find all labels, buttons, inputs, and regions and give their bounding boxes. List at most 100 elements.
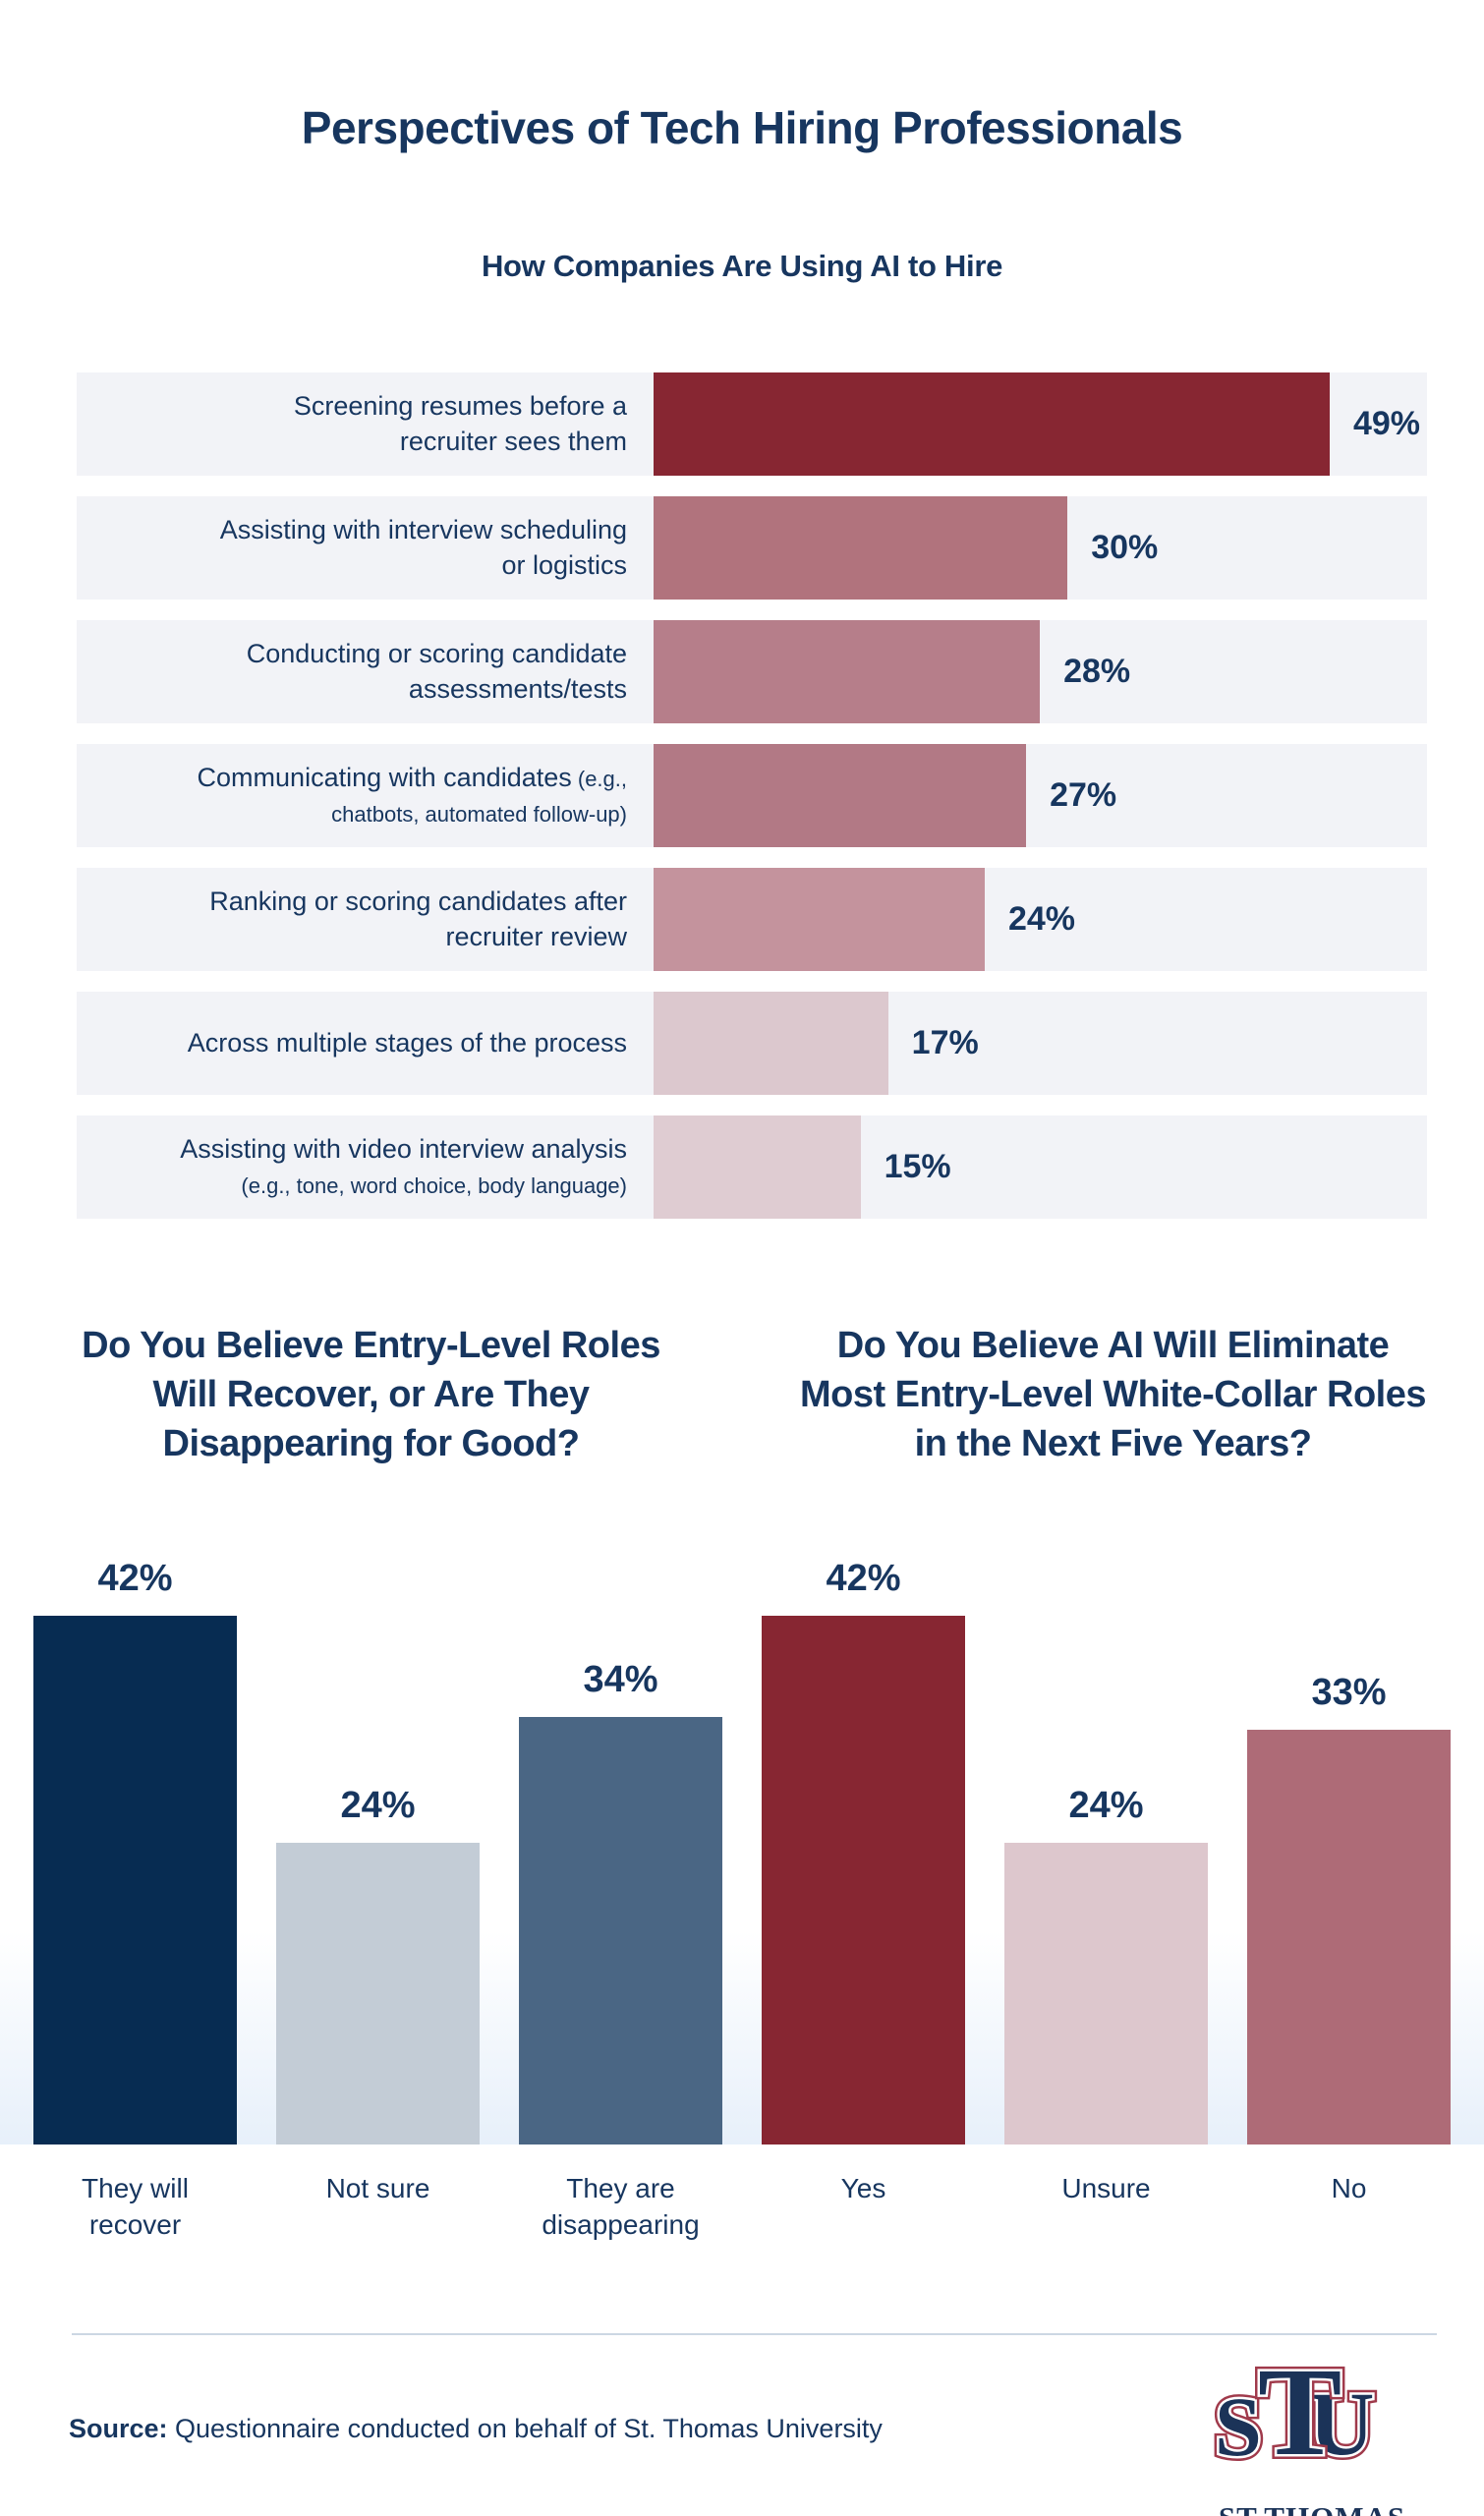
hbar-value-label: 15% bbox=[884, 1148, 951, 1185]
x-axis-label-line: disappearing bbox=[542, 2209, 700, 2240]
hbar-row-label: Assisting with video interview analysis … bbox=[77, 1115, 627, 1219]
vchart-plot-area: 42% 24% 34% 42% 24% 33% bbox=[0, 1553, 1484, 2144]
hbar-row-label: Across multiple stages of the process bbox=[77, 992, 627, 1095]
logo-name: ST.THOMAS bbox=[1209, 2500, 1415, 2516]
hbar-row: Assisting with interview scheduling or l… bbox=[77, 496, 1427, 600]
hbar-label-text: Ranking or scoring candidates after bbox=[209, 886, 627, 916]
x-axis-label-line: recover bbox=[88, 2209, 182, 2240]
hbar-label-text-small: (e.g., tone, word choice, body language) bbox=[241, 1172, 627, 1198]
hbar-zone: 24% bbox=[654, 868, 1427, 971]
vchart-titles: Do You Believe Entry-Level Roles Will Re… bbox=[0, 1321, 1484, 1468]
vchart-title-right: Do You Believe AI Will Eliminate Most En… bbox=[742, 1321, 1484, 1468]
x-axis-label: Not sure bbox=[276, 2170, 480, 2243]
x-axis-label: No bbox=[1247, 2170, 1451, 2243]
hbar-label-text-small: (e.g., bbox=[571, 766, 627, 791]
hbar-zone: 30% bbox=[654, 496, 1427, 600]
hbar-label-text: Conducting or scoring candidate bbox=[246, 638, 627, 668]
source-text: Questionnaire conducted on behalf of St.… bbox=[167, 2414, 883, 2443]
x-axis-label: They are disappearing bbox=[519, 2170, 722, 2243]
hbar-chart-title: How Companies Are Using AI to Hire bbox=[481, 249, 1003, 283]
vbar-bar bbox=[33, 1616, 237, 2144]
hbar-row: Ranking or scoring candidates after recr… bbox=[77, 868, 1427, 971]
hbar-value-label: 30% bbox=[1091, 529, 1159, 566]
vchart-gradient-backdrop bbox=[0, 1931, 1484, 2144]
vchart-title-line: Disappearing for Good? bbox=[162, 1423, 580, 1464]
hbar-label-line: Screening resumes before a bbox=[294, 389, 627, 425]
vbar-column: 24% bbox=[1004, 1785, 1208, 2144]
x-axis-label-line: Not sure bbox=[325, 2173, 430, 2203]
vbar-bar bbox=[519, 1716, 722, 2144]
hbar-label-text: or logistics bbox=[501, 549, 627, 580]
hbar-bar bbox=[654, 1115, 861, 1219]
hbar-bar bbox=[654, 992, 888, 1095]
hbar-label-line: Ranking or scoring candidates after bbox=[209, 885, 627, 920]
vchart-title-line: Do You Believe AI Will Eliminate bbox=[836, 1325, 1390, 1366]
vbar-column: 24% bbox=[276, 1785, 480, 2144]
hbar-label-text: recruiter review bbox=[445, 921, 627, 951]
x-axis-label-line: No bbox=[1331, 2173, 1367, 2203]
hbar-label-line: or logistics bbox=[501, 548, 627, 584]
hbar-label-line: Across multiple stages of the process bbox=[188, 1026, 627, 1061]
vchart-title-line: Will Recover, or Are They bbox=[152, 1374, 590, 1415]
hbar-label-line: Assisting with video interview analysis bbox=[180, 1132, 627, 1168]
x-axis-label-line: They will bbox=[82, 2173, 189, 2203]
hbar-label-text: assessments/tests bbox=[408, 673, 627, 704]
hbar-bar bbox=[654, 744, 1027, 847]
vbar-value-label: 34% bbox=[583, 1658, 658, 1700]
vbar-bar bbox=[1247, 1729, 1451, 2144]
vchart-title-line: Most Entry-Level White-Collar Roles bbox=[799, 1374, 1427, 1415]
hbar-bar bbox=[654, 496, 1068, 600]
hbar-zone: 15% bbox=[654, 1115, 1427, 1219]
hbar-label-line: Assisting with interview scheduling bbox=[220, 513, 627, 548]
logo-letter-fill: T bbox=[1258, 2342, 1342, 2482]
vbar-bar bbox=[276, 1842, 480, 2144]
hbar-value-label: 17% bbox=[911, 1024, 979, 1061]
hbar-label-text: Communicating with candidates bbox=[197, 762, 572, 792]
vbar-bar bbox=[762, 1616, 965, 2144]
hbar-row-label: Communicating with candidates (e.g., cha… bbox=[77, 744, 627, 847]
vbar-column: 42% bbox=[33, 1558, 237, 2144]
logo-letter-fill: S bbox=[1215, 2379, 1262, 2474]
vbar-value-label: 42% bbox=[97, 1558, 173, 1600]
vbar-value-label: 24% bbox=[340, 1784, 416, 1826]
vchart-title-line: Do You Believe Entry-Level Roles bbox=[82, 1325, 660, 1366]
vbar-value-label: 42% bbox=[826, 1558, 901, 1600]
hbar-row-label: Conducting or scoring candidate assessme… bbox=[77, 620, 627, 723]
x-axis-label: Yes bbox=[762, 2170, 965, 2243]
hbar-label-text-small: chatbots, automated follow-up) bbox=[331, 801, 627, 827]
hbar-zone: 28% bbox=[654, 620, 1427, 723]
hbar-label-line: assessments/tests bbox=[409, 672, 627, 708]
logo-letter-inline: T bbox=[1255, 2342, 1343, 2482]
logo-monogram: S S S U U U T T T bbox=[1209, 2342, 1415, 2498]
hbar-bar bbox=[654, 868, 985, 971]
vchart-x-axis-labels: They will recover Not sure They are disa… bbox=[0, 2170, 1484, 2243]
vbar-value-label: 33% bbox=[1311, 1671, 1387, 1713]
footer-divider bbox=[72, 2333, 1437, 2335]
vchart-title-left: Do You Believe Entry-Level Roles Will Re… bbox=[0, 1321, 742, 1468]
vchart-columns: 42% 24% 34% 42% 24% 33% bbox=[0, 1553, 1484, 2144]
page-title: Perspectives of Tech Hiring Professional… bbox=[301, 102, 1183, 153]
hbar-label-line: Communicating with candidates (e.g., bbox=[198, 761, 627, 796]
hbar-label-text: Screening resumes before a bbox=[293, 390, 627, 421]
hbar-row: Conducting or scoring candidate assessme… bbox=[77, 620, 1427, 723]
logo-letter-fill: U bbox=[1309, 2373, 1375, 2474]
vbar-column: 42% bbox=[762, 1558, 965, 2144]
hbar-bar bbox=[654, 620, 1041, 723]
x-axis-label-line: Yes bbox=[840, 2173, 886, 2203]
hbar-label-text: recruiter sees them bbox=[399, 426, 627, 456]
x-axis-label-line: They are bbox=[566, 2173, 675, 2203]
vbar-column: 34% bbox=[519, 1659, 722, 2144]
hbar-bar bbox=[654, 372, 1330, 476]
source-note: Source: Questionnaire conducted on behal… bbox=[69, 2414, 883, 2444]
hbar-row-label: Ranking or scoring candidates after recr… bbox=[77, 868, 627, 971]
hbar-value-label: 24% bbox=[1007, 900, 1076, 938]
hbar-zone: 17% bbox=[654, 992, 1427, 1095]
vbar-column: 33% bbox=[1247, 1672, 1451, 2144]
hbar-row: Screening resumes before a recruiter see… bbox=[77, 372, 1427, 476]
logo-letter-outline: T bbox=[1253, 2342, 1346, 2482]
vchart-title-line: in the Next Five Years? bbox=[914, 1423, 1312, 1464]
hbar-label-line: recruiter sees them bbox=[400, 425, 627, 460]
hbar-zone: 49% bbox=[654, 372, 1427, 476]
logo-letter-outline: S bbox=[1210, 2379, 1267, 2474]
